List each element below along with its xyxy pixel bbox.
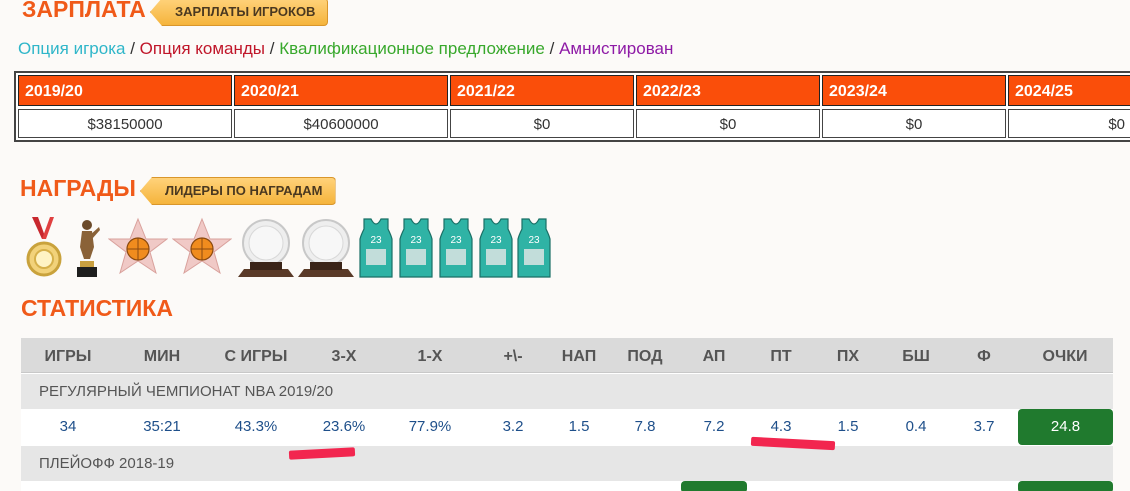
salary-column: 2022/23 $0 bbox=[636, 75, 820, 138]
stat-reb: 7.8 bbox=[634, 418, 656, 435]
legend-waived: Амнистирован bbox=[559, 39, 674, 58]
player-salaries-button[interactable]: ЗАРПЛАТЫ ИГРОКОВ bbox=[150, 0, 329, 26]
mvp-trophy-icon[interactable] bbox=[236, 217, 296, 279]
mvp-trophy-icon[interactable] bbox=[296, 217, 356, 279]
stat-3p: 23.6% bbox=[322, 418, 366, 435]
col-header-fg[interactable]: С ИГРЫ bbox=[224, 348, 288, 365]
col-header-fouls[interactable]: Ф bbox=[977, 348, 991, 365]
salary-amount: $40600000 bbox=[234, 109, 448, 138]
salary-amount: $38150000 bbox=[18, 109, 232, 138]
salary-amount: $0 bbox=[450, 109, 634, 138]
salary-column: 2021/22 $0 bbox=[450, 75, 634, 138]
stat-games: 34 bbox=[59, 418, 77, 435]
stat-plus-minus: 3.2 bbox=[502, 418, 524, 435]
col-header-ft[interactable]: 1-Х bbox=[417, 348, 443, 365]
stat-tov: 4.3 bbox=[770, 418, 792, 435]
col-header-minutes[interactable]: МИН bbox=[143, 348, 181, 365]
all-star-jersey-icon[interactable]: 23 bbox=[398, 217, 434, 279]
salary-column: 2020/21 $40600000 bbox=[234, 75, 448, 138]
col-header-3p[interactable]: 3-Х bbox=[331, 348, 357, 365]
salary-amount: $0 bbox=[822, 109, 1006, 138]
svg-text:23: 23 bbox=[450, 235, 462, 246]
awards-title: НАГРАДЫ bbox=[20, 175, 136, 201]
col-header-stl[interactable]: ПХ bbox=[836, 348, 860, 365]
legend-separator: / bbox=[130, 39, 135, 58]
stat-ft: 77.9% bbox=[408, 418, 452, 435]
legend-separator: / bbox=[269, 39, 275, 58]
legend-player-option: Опция игрока bbox=[18, 39, 126, 58]
col-header-points[interactable]: ОЧКИ bbox=[1042, 348, 1088, 365]
salary-column: 2023/24 $0 bbox=[822, 75, 1006, 138]
stat-blk: 0.4 bbox=[905, 418, 927, 435]
col-header-plus-minus[interactable]: +\- bbox=[503, 348, 523, 365]
salary-table: 2019/20 $38150000 2020/21 $40600000 2021… bbox=[14, 71, 1130, 142]
col-header-reb[interactable]: ПОД bbox=[627, 348, 663, 365]
col-header-off-reb[interactable]: НАП bbox=[561, 348, 597, 365]
stats-header-row: ИГРЫ МИН С ИГРЫ 3-Х 1-Х +\- НАП ПОД АП П… bbox=[21, 338, 1113, 373]
salary-amount: $0 bbox=[636, 109, 820, 138]
season-header: 2022/23 bbox=[636, 75, 820, 106]
salary-column: 2019/20 $38150000 bbox=[18, 75, 232, 138]
contract-legend: Опция игрока / Опция команды / Квалифика… bbox=[18, 39, 673, 59]
stat-fouls: 3.7 bbox=[973, 418, 995, 435]
salary-title: ЗАРПЛАТА bbox=[22, 0, 146, 22]
all-star-jersey-icon[interactable]: 23 bbox=[478, 217, 514, 279]
stat-minutes: 35:21 bbox=[143, 418, 181, 435]
season-header: 2020/21 bbox=[234, 75, 448, 106]
svg-text:23: 23 bbox=[410, 235, 422, 246]
star-basketball-icon[interactable] bbox=[108, 217, 168, 279]
svg-text:23: 23 bbox=[490, 235, 502, 246]
all-star-jersey-icon[interactable]: 23 bbox=[516, 217, 552, 279]
stats-title: СТАТИСТИКА bbox=[21, 295, 173, 321]
svg-text:23: 23 bbox=[370, 235, 382, 246]
playoff-label: ПЛЕЙОФФ 2018-19 bbox=[21, 446, 1113, 481]
legend-separator: / bbox=[549, 39, 555, 58]
all-star-jersey-icon[interactable]: 23 bbox=[438, 217, 474, 279]
stat-ast: 7.2 bbox=[703, 418, 725, 435]
season-header: 2019/20 bbox=[18, 75, 232, 106]
svg-text:23: 23 bbox=[528, 235, 540, 246]
gold-medal-icon[interactable] bbox=[24, 217, 64, 279]
stat-off-reb: 1.5 bbox=[568, 418, 590, 435]
legend-team-option: Опция команды bbox=[139, 39, 266, 58]
star-basketball-icon[interactable] bbox=[172, 217, 232, 279]
trophy-icon[interactable] bbox=[72, 217, 102, 279]
col-header-ast[interactable]: АП bbox=[702, 348, 726, 365]
regular-season-label: РЕГУЛЯРНЫЙ ЧЕМПИОНАТ NBA 2019/20 bbox=[21, 374, 1113, 409]
playoff-ast-highlight bbox=[681, 481, 747, 491]
season-header: 2021/22 bbox=[450, 75, 634, 106]
awards-leaders-button[interactable]: ЛИДЕРЫ ПО НАГРАДАМ bbox=[140, 177, 336, 205]
stat-stl: 1.5 bbox=[837, 418, 859, 435]
col-header-tov[interactable]: ПТ bbox=[770, 348, 792, 365]
playoff-row bbox=[21, 481, 1113, 491]
playoff-points-highlight bbox=[1018, 481, 1113, 491]
col-header-games[interactable]: ИГРЫ bbox=[44, 348, 92, 365]
season-header: 2024/25 bbox=[1008, 75, 1130, 106]
salary-column: 2024/25 $0 bbox=[1008, 75, 1130, 138]
stat-fg: 43.3% bbox=[234, 418, 278, 435]
col-header-blk[interactable]: БШ bbox=[902, 348, 930, 365]
salary-amount: $0 bbox=[1008, 109, 1130, 138]
stat-points: 24.8 bbox=[1018, 409, 1113, 445]
all-star-jersey-icon[interactable]: 23 bbox=[358, 217, 394, 279]
legend-qualifying-offer: Квалификационное предложение bbox=[279, 39, 545, 58]
season-header: 2023/24 bbox=[822, 75, 1006, 106]
stats-table: ИГРЫ МИН С ИГРЫ 3-Х 1-Х +\- НАП ПОД АП П… bbox=[21, 338, 1113, 491]
